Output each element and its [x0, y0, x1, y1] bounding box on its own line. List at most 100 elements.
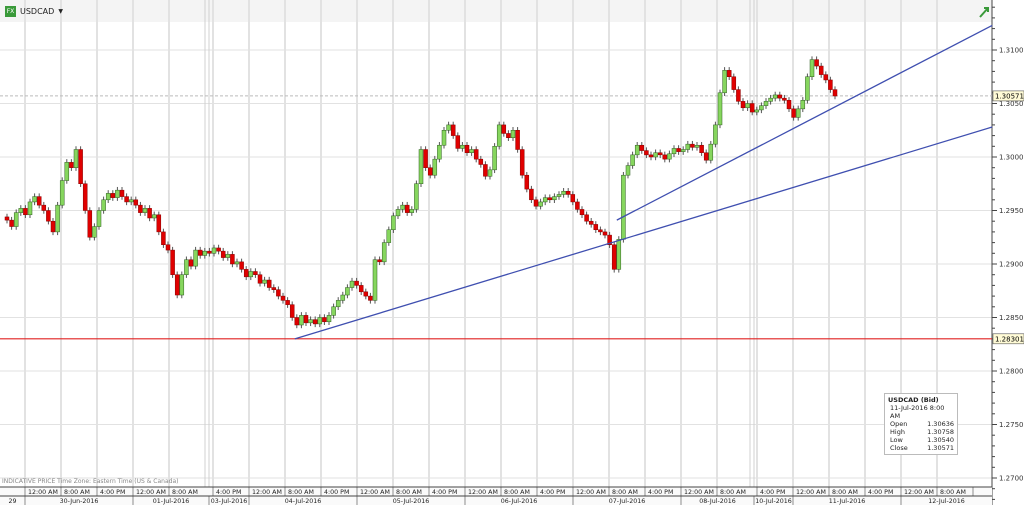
candle-body: [248, 271, 254, 278]
candle: [128, 196, 134, 206]
candle: [556, 191, 562, 200]
candle-body: [437, 144, 442, 160]
candle-body: [340, 294, 346, 301]
candle: [303, 312, 309, 327]
info-row-close: Close 1.30571: [890, 444, 954, 452]
time-label: 12:00 AM: [796, 489, 826, 496]
candle: [446, 121, 451, 134]
y-tick-label: 1.29000: [999, 261, 1024, 269]
candle-body: [547, 197, 553, 201]
candle-body: [59, 180, 65, 206]
y-tick-label: 1.29500: [999, 207, 1024, 215]
candle: [335, 297, 341, 311]
time-label: 8:00 AM: [612, 489, 638, 496]
candle: [768, 94, 773, 105]
candle: [230, 251, 235, 268]
candle-body: [772, 94, 778, 99]
candle-body: [515, 130, 520, 150]
y-tick-label: 1.27000: [999, 475, 1024, 483]
candle: [538, 198, 543, 210]
candle: [506, 130, 511, 141]
candle-body: [644, 150, 649, 156]
time-label: 4:00 PM: [648, 489, 673, 496]
candle: [570, 191, 576, 206]
y-tick-label: 1.28000: [999, 368, 1024, 376]
candle: [101, 196, 106, 214]
candle: [708, 140, 714, 164]
candle: [4, 213, 10, 224]
candle: [616, 236, 622, 273]
candle-body: [317, 317, 323, 325]
candle: [331, 303, 336, 319]
expand-arrow-icon[interactable]: [979, 7, 989, 18]
candle-body: [257, 274, 263, 284]
candle: [262, 276, 267, 287]
candle-body: [87, 210, 93, 238]
candle: [326, 312, 332, 325]
candle-body: [791, 108, 796, 118]
candle: [662, 151, 668, 163]
time-label: 12:00 AM: [360, 489, 390, 496]
candle-body: [634, 144, 640, 156]
y-tick-label: 1.27500: [999, 421, 1024, 429]
candle-body: [271, 287, 277, 290]
candle: [59, 177, 65, 209]
candle-body: [239, 261, 244, 270]
candle-body: [381, 242, 387, 263]
candle-body: [657, 152, 663, 156]
candle-body: [768, 97, 773, 102]
time-label: 4:00 PM: [100, 489, 125, 496]
time-label: 4:00 PM: [216, 489, 241, 496]
candle-body: [446, 124, 451, 131]
symbol-selector[interactable]: FX USDCAD ▼: [5, 4, 63, 18]
date-label: 03-Jul-2016: [211, 498, 248, 505]
candle-body: [133, 199, 139, 206]
date-label: 11-Jul-2016: [829, 498, 866, 505]
candle: [110, 190, 116, 201]
candle: [161, 228, 166, 248]
candle: [377, 256, 382, 266]
candle: [653, 149, 658, 161]
candle-body: [23, 208, 28, 216]
candle: [87, 207, 93, 241]
candle-body: [377, 259, 382, 263]
candle: [243, 266, 249, 281]
candle: [151, 211, 157, 222]
candle-body: [13, 212, 19, 227]
date-label: 06-Jul-2016: [501, 498, 538, 505]
candle-body: [565, 190, 571, 195]
candle-body: [308, 319, 313, 324]
candle: [496, 121, 502, 150]
date-label: 05-Jul-2016: [393, 498, 430, 505]
info-row-low: Low 1.30540: [890, 436, 954, 444]
candle: [340, 291, 346, 304]
candle-body: [119, 189, 125, 197]
candle-body: [759, 105, 764, 111]
candle: [239, 258, 244, 273]
y-tick-label: 1.30500: [999, 100, 1024, 108]
time-label: 12:00 AM: [684, 489, 714, 496]
candle-body: [625, 165, 631, 176]
candle-body: [211, 247, 217, 254]
trend-line: [616, 24, 993, 221]
candle-body: [588, 220, 594, 225]
candle: [317, 314, 323, 328]
candle-body: [156, 214, 162, 233]
candle: [703, 149, 709, 164]
candle-body: [763, 101, 769, 106]
candle: [299, 312, 304, 329]
candle: [184, 256, 189, 278]
price-tag-label: 1.30571: [995, 92, 1024, 100]
time-label: 8:00 AM: [172, 489, 198, 496]
info-row-open: Open 1.30636: [890, 420, 954, 428]
candle-body: [561, 190, 566, 195]
candle: [253, 268, 258, 278]
candle: [814, 56, 819, 70]
candle-body: [483, 164, 488, 177]
candle: [119, 186, 125, 200]
candle-body: [690, 143, 695, 148]
candle: [354, 277, 359, 289]
candle-body: [533, 199, 539, 207]
candle: [575, 198, 580, 213]
